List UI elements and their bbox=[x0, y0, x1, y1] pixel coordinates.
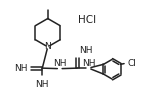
Text: NH: NH bbox=[35, 80, 49, 89]
Text: NH: NH bbox=[80, 46, 93, 55]
Text: HCl: HCl bbox=[78, 15, 97, 25]
Text: N: N bbox=[44, 42, 51, 51]
Text: Cl: Cl bbox=[127, 59, 136, 68]
Text: NH: NH bbox=[14, 64, 28, 73]
Text: NH: NH bbox=[53, 59, 66, 68]
Text: NH: NH bbox=[82, 59, 95, 68]
